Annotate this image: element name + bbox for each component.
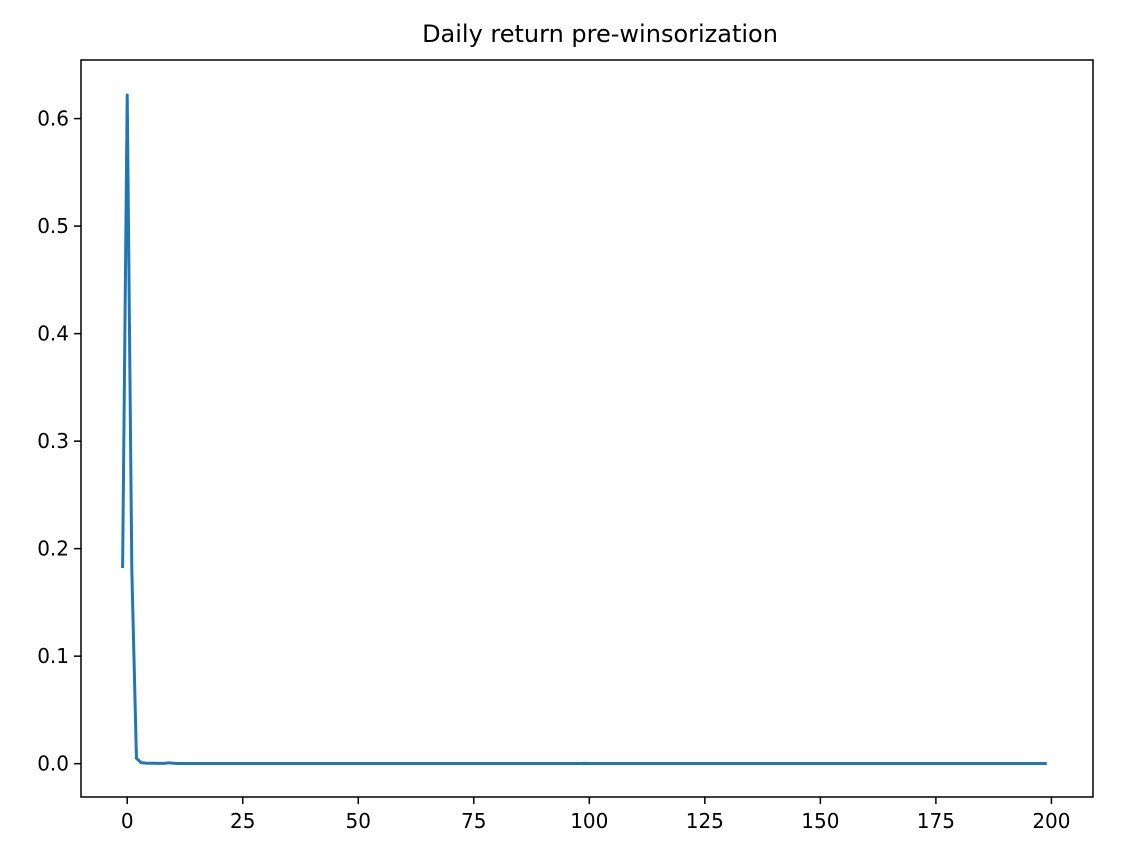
x-tick-label: 175 (917, 809, 955, 833)
x-tick-label: 150 (801, 809, 839, 833)
y-tick-label: 0.6 (37, 107, 69, 131)
y-tick-label: 0.3 (37, 429, 69, 453)
series-line-0 (121, 93, 1047, 766)
y-tick-label: 0.1 (37, 644, 69, 668)
y-tick-label: 0.0 (37, 752, 69, 776)
x-tick-label: 25 (230, 809, 255, 833)
axes-frame (80, 59, 1094, 798)
x-tick-label: 75 (461, 809, 486, 833)
y-tick-label: 0.2 (37, 537, 69, 561)
x-tick-label: 0 (121, 809, 134, 833)
chart-title: Daily return pre-winsorization (422, 20, 778, 48)
x-tick-label: 100 (570, 809, 608, 833)
x-tick-label: 200 (1032, 809, 1070, 833)
x-tick-label: 50 (346, 809, 371, 833)
axes: 0 25 50 75 100 125 150 175 200 0.0 0.1 0.2 0.3 0.4 0.5… (37, 59, 1094, 833)
plot-area (121, 93, 1047, 766)
y-tick-label: 0.5 (37, 214, 69, 238)
x-tick-label: 125 (686, 809, 724, 833)
y-tick-label: 0.4 (37, 322, 69, 346)
